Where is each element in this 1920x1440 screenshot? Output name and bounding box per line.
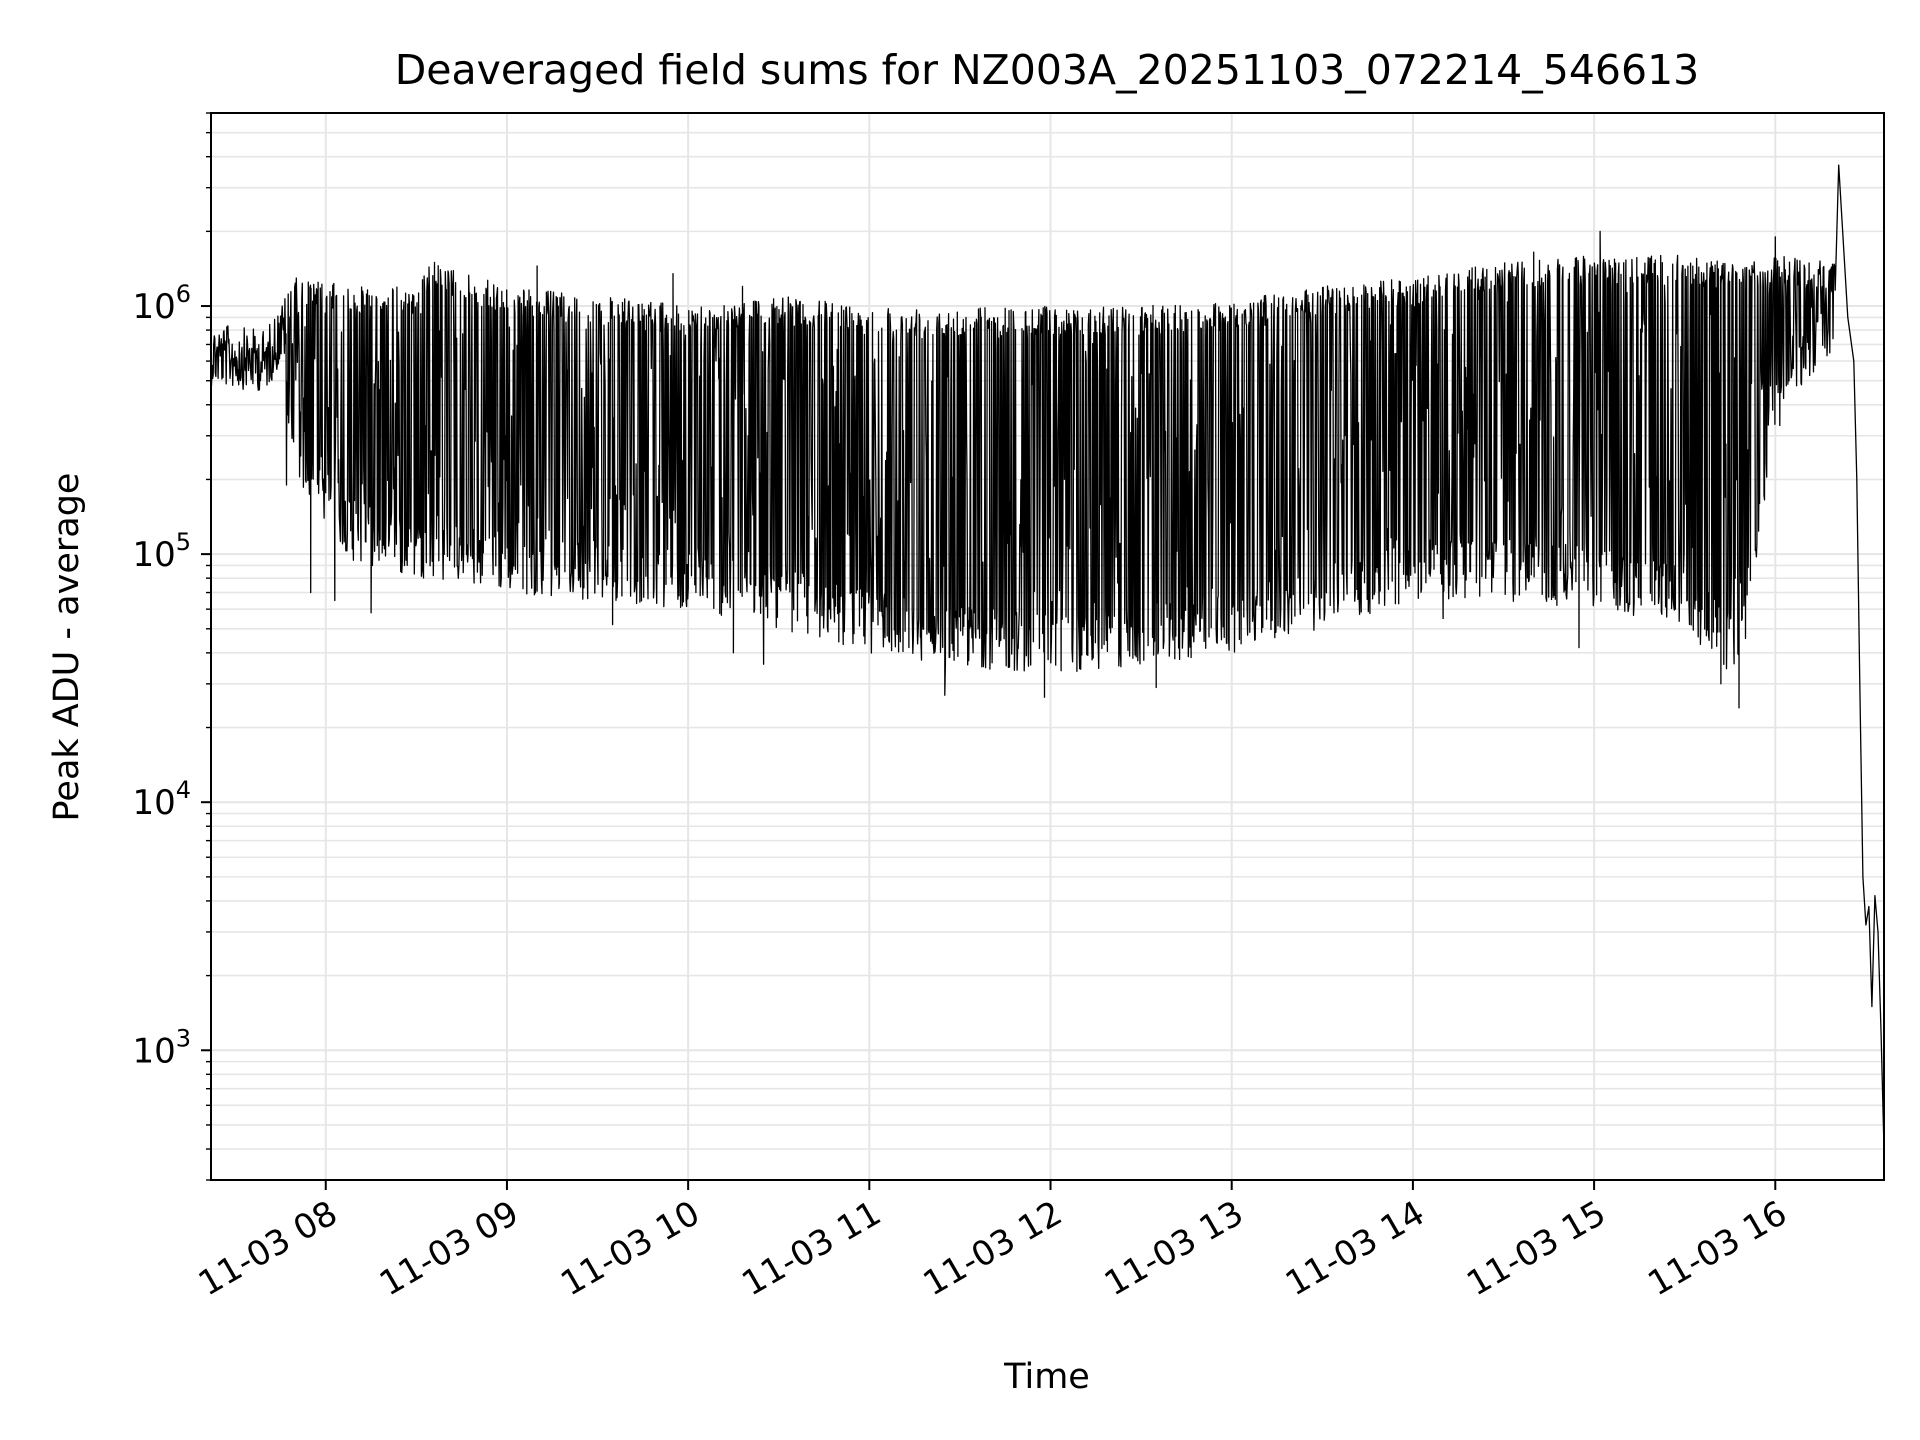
y-tick-label: 103	[132, 1024, 191, 1071]
plot-frame	[210, 112, 1885, 1181]
y-tick-label: 104	[132, 776, 191, 823]
series-line	[210, 164, 1885, 1150]
y-axis: 103 104 105 106	[132, 112, 211, 1181]
series-path	[210, 164, 1885, 1150]
chart-title: Deaveraged field sums for NZ003A_2025110…	[395, 46, 1700, 94]
y-axis-label: Peak ADU - average	[47, 473, 87, 822]
y-tick-label: 106	[132, 280, 191, 327]
y-tick-label: 105	[132, 528, 191, 575]
x-axis-label: Time	[1003, 1357, 1090, 1397]
